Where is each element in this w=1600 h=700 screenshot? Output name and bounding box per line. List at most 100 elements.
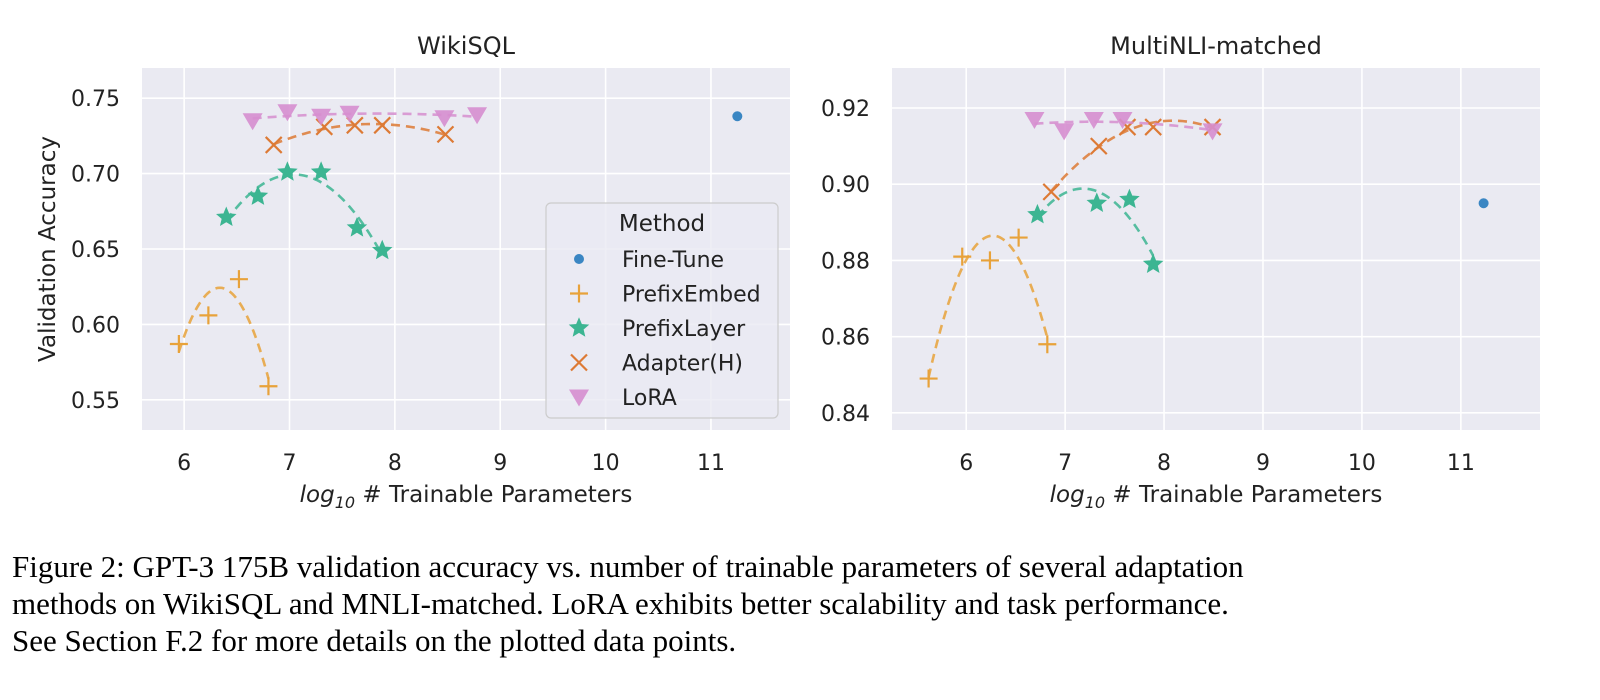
x-axis-label-subscript: 10 [1085,493,1105,512]
caption-line-1: Figure 2: GPT-3 175B validation accuracy… [12,549,1244,584]
data-point-prefixlayer [346,217,368,237]
data-point-adapter-h [373,116,392,135]
data-point-lora [1083,111,1104,129]
legend-marker-prefixlayer [568,317,590,337]
x-axis-label-rest: # Trainable Parameters [355,482,632,508]
y-tick-label: 0.88 [821,249,870,274]
series-prefixembed [919,228,1057,388]
data-point-lora [1202,123,1223,141]
y-axis-label: Validation Accuracy [35,136,61,362]
data-point-prefixembed [953,247,972,266]
data-point-prefixlayer [1119,188,1140,209]
y-tick-label: 0.75 [71,87,120,112]
x-tick-label: 7 [283,451,297,476]
y-tick-label: 0.65 [71,238,120,263]
data-point-prefixembed [229,270,248,289]
data-point-fine-tune [1478,198,1489,209]
x-tick-label: 9 [493,451,507,476]
x-tick-label: 10 [1348,451,1376,476]
legend-marker-lora [569,389,589,407]
data-point-lora [242,113,263,131]
data-point-prefixlayer [277,161,298,181]
legend-marker-prefixembed [570,284,588,303]
x-tick-label: 9 [1256,451,1270,476]
legend-title: Method [619,211,705,237]
legend-entry-lora: LoRA [622,386,677,411]
legend-box [545,202,779,419]
y-tick-label: 0.86 [821,326,870,351]
data-point-lora [277,104,298,122]
data-point-prefixembed [1009,228,1028,247]
figure-caption: Figure 2: GPT-3 175B validation accuracy… [12,548,1592,659]
data-point-prefixembed [919,369,938,388]
x-tick-label: 7 [1058,451,1072,476]
trend-curve-prefixlayer [225,173,384,256]
data-point-lora [339,105,360,123]
x-tick-label: 6 [177,451,191,476]
x-axis-label-log: log [1050,482,1085,508]
data-point-lora [467,107,488,125]
data-point-adapter-h [264,136,283,154]
x-axis-label-log: log [300,482,335,508]
trend-curve-prefixembed [927,234,1049,378]
trend-curve-adapter-h [1050,119,1213,192]
legend-entry-fine-tune: Fine-Tune [622,248,724,273]
x-tick-label: 8 [1157,451,1171,476]
data-point-prefixembed [980,251,999,270]
series-prefixlayer [216,161,393,260]
series-fine-tune [732,111,743,122]
x-tick-label: 8 [388,451,402,476]
figure-area: 6 7 8 9 10 11 0.55 0.60 0.65 0.70 0.75 WikiSQL log10… [35,32,1540,512]
data-point-lora [1112,111,1133,129]
data-point-lora [1024,111,1045,129]
trend-curve-prefixlayer [1036,187,1155,257]
trend-curve-prefixembed [177,286,270,379]
chart-panel-wikisql: 6 7 8 9 10 110.550.600.650.700.75WikiSQLlog10… [35,32,790,512]
series-prefixembed [169,270,278,396]
x-axis-label-subscript: 10 [335,493,355,512]
data-point-prefixembed [1038,335,1057,354]
trend-curve-adapter-h [273,122,446,146]
series-lora [242,104,488,131]
x-tick-label: 11 [697,451,725,476]
chart-title: MultiNLI-matched [1110,32,1322,60]
data-point-prefixembed [259,377,278,396]
chart-title: WikiSQL [417,32,516,60]
data-point-prefixembed [169,335,188,354]
data-point-prefixlayer [371,239,393,260]
y-tick-label: 0.92 [821,97,870,122]
data-point-lora [311,108,332,126]
y-tick-label: 0.90 [821,173,870,198]
data-point-lora [1054,123,1075,141]
legend-entry-prefixembed: PrefixEmbed [622,283,761,308]
charts-svg: 6 7 8 9 10 110.550.600.650.700.75WikiSQLlog10… [35,32,1540,512]
data-point-prefixembed [199,306,218,325]
y-tick-label: 0.70 [71,163,120,188]
data-point-prefixlayer [1086,192,1108,212]
data-point-prefixlayer [1142,253,1164,273]
data-point-prefixlayer [247,185,269,205]
data-point-adapter-h [1144,118,1162,136]
legend-entry-adapter-h: Adapter(H) [622,352,743,377]
data-point-adapter-h [1089,137,1108,155]
legend: Method Fine-Tune PrefixEmbed PrefixLayer Ada… [545,202,779,419]
x-axis-label: log10 # Trainable Parameters [1050,482,1383,512]
data-point-prefixlayer [310,161,332,181]
data-point-prefixlayer [1027,203,1048,224]
series-adapter-h [1042,118,1222,201]
x-tick-label: 6 [959,451,973,476]
y-tick-label: 0.55 [71,389,120,414]
data-point-fine-tune [732,111,743,122]
grid-lines [892,68,1540,430]
caption-line-3: See Section F.2 for more details on the … [12,623,737,658]
legend-entry-prefixlayer: PrefixLayer [622,317,746,342]
caption-line-2: methods on WikiSQL and MNLI-matched. LoR… [12,586,1229,621]
legend-marker-adapter-h [570,353,588,372]
series-lora [1024,111,1223,141]
data-point-prefixlayer [216,206,237,227]
data-point-lora [434,110,455,128]
series-prefixlayer [1027,187,1164,273]
chart-panel-multinli-matched: 6 7 8 9 10 11 0.84 0.86 0.88 0.90 0.92 MultiNLI-mat… [821,32,1540,512]
data-point-adapter-h [436,125,455,144]
y-tick-label: 0.84 [821,402,870,427]
